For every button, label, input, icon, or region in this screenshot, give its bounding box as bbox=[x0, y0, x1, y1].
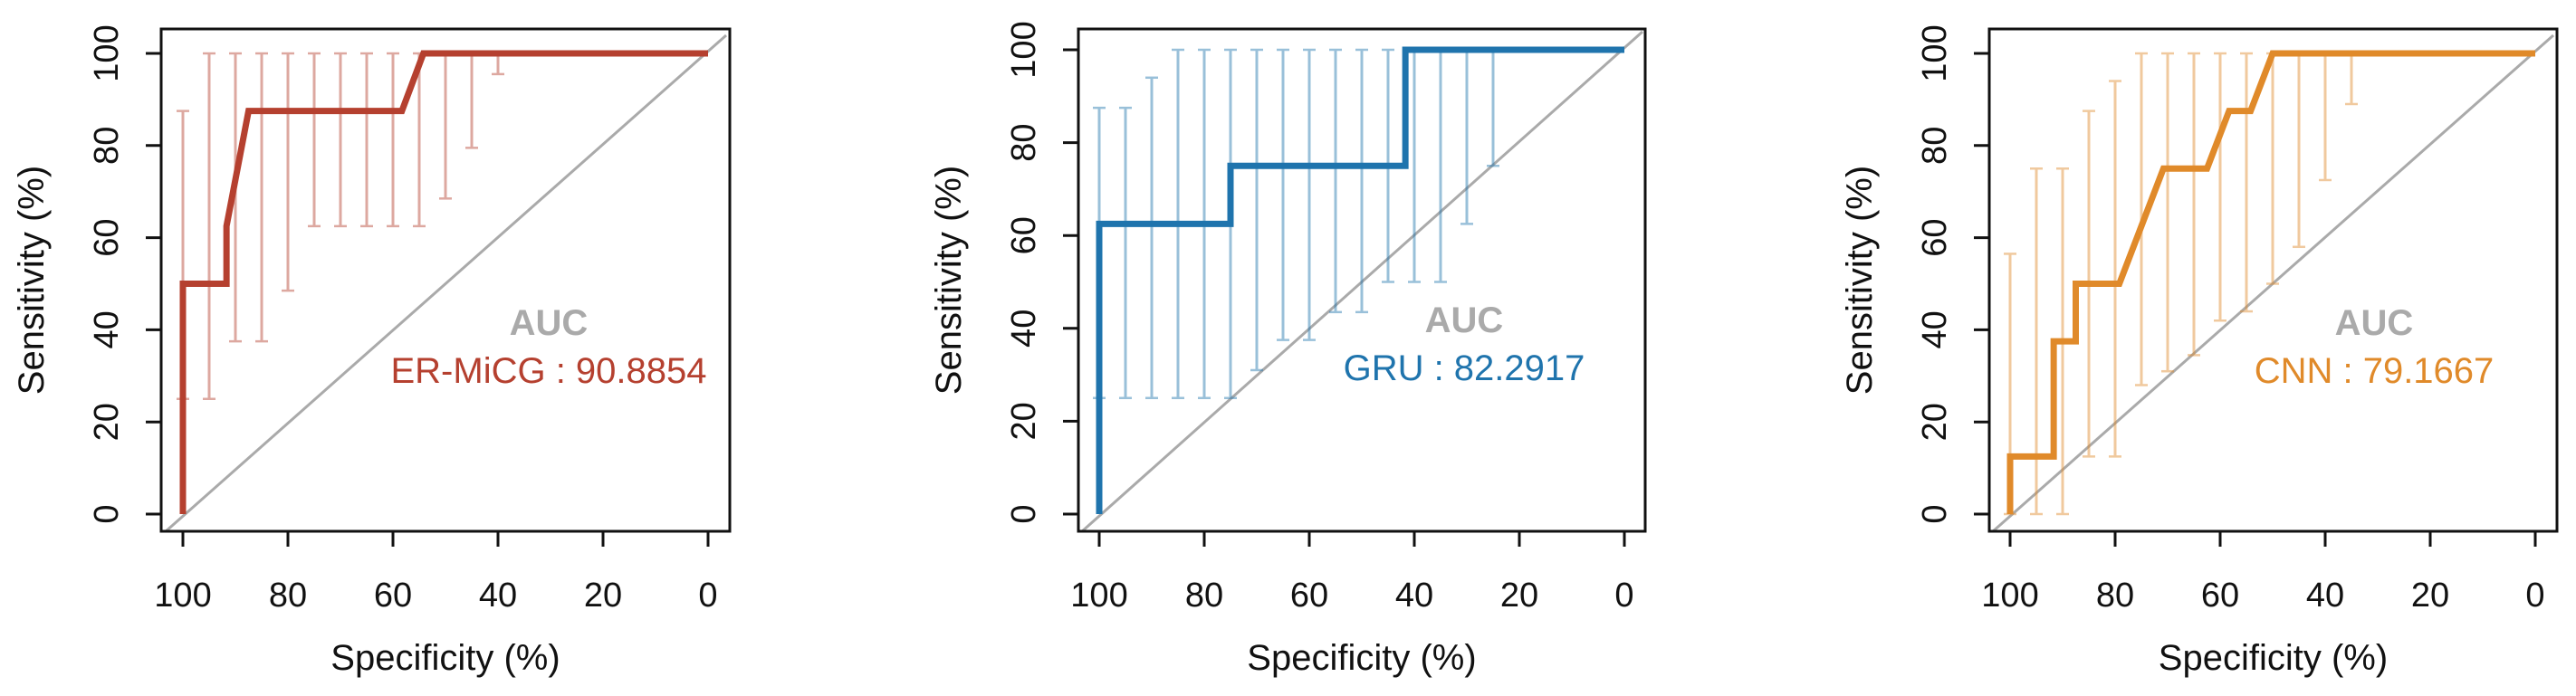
y-axis-title: Sensitivity (%) bbox=[929, 166, 969, 395]
plot-frame bbox=[1077, 27, 1647, 533]
x-tick-label-80: 80 bbox=[269, 577, 307, 615]
auc-heading: AUC bbox=[2335, 303, 2414, 343]
roc-panel-3: 100 80 60 40 20 0 0 20 40 60 80 100 Specificity (%) S… bbox=[1840, 24, 2559, 678]
y-tick-label-40: 40 bbox=[88, 310, 126, 348]
ci-bars bbox=[177, 52, 504, 400]
x-axis-title: Specificity (%) bbox=[2159, 638, 2388, 678]
y-tick-label-100: 100 bbox=[88, 24, 126, 81]
roc-curve-line bbox=[2006, 50, 2535, 514]
x-tick-label-0: 0 bbox=[2525, 577, 2544, 615]
auc-value-label: ER-MiCG : 90.8854 bbox=[390, 351, 706, 391]
y-tick-label-20: 20 bbox=[1005, 402, 1043, 440]
auc-heading: AUC bbox=[1425, 300, 1504, 340]
x-tick-label-20: 20 bbox=[584, 577, 622, 615]
y-tick-label-40: 40 bbox=[1916, 310, 1954, 348]
x-axis-title: Specificity (%) bbox=[1247, 638, 1476, 678]
y-tick-label-100: 100 bbox=[1916, 24, 1954, 81]
x-tick-label-60: 60 bbox=[1290, 577, 1328, 615]
y-axis-title: Sensitivity (%) bbox=[12, 166, 52, 395]
auc-value-label: CNN : 79.1667 bbox=[2255, 351, 2495, 391]
x-tick-label-20: 20 bbox=[1500, 577, 1538, 615]
ci-bars bbox=[2004, 52, 2358, 516]
x-tick-label-60: 60 bbox=[374, 577, 412, 615]
x-tick-label-40: 40 bbox=[1395, 577, 1433, 615]
y-tick-label-60: 60 bbox=[1005, 216, 1043, 254]
x-tick-label-0: 0 bbox=[1614, 577, 1633, 615]
roc-panel-1: 100 80 60 40 20 0 0 20 40 60 80 100 Specificity (%) S… bbox=[12, 24, 732, 678]
y-tick-label-60: 60 bbox=[88, 218, 126, 256]
y-tick-label-0: 0 bbox=[88, 504, 126, 523]
y-tick-label-20: 20 bbox=[88, 403, 126, 441]
x-tick-label-100: 100 bbox=[1070, 577, 1127, 615]
chance-diagonal-line bbox=[1080, 30, 1643, 531]
x-axis-title: Specificity (%) bbox=[330, 638, 560, 678]
y-tick-label-100: 100 bbox=[1005, 21, 1043, 78]
y-tick-label-80: 80 bbox=[1916, 127, 1954, 165]
x-tick-label-100: 100 bbox=[1981, 577, 2038, 615]
roc-curve-line bbox=[179, 50, 708, 514]
x-tick-label-80: 80 bbox=[2096, 577, 2134, 615]
y-axis-title: Sensitivity (%) bbox=[1840, 166, 1880, 395]
x-tick-label-40: 40 bbox=[479, 577, 517, 615]
x-tick-label-20: 20 bbox=[2411, 577, 2449, 615]
x-tick-label-60: 60 bbox=[2201, 577, 2239, 615]
y-tick-label-80: 80 bbox=[88, 127, 126, 165]
x-tick-label-40: 40 bbox=[2306, 577, 2344, 615]
roc-curve-line bbox=[1096, 46, 1624, 514]
y-tick-label-80: 80 bbox=[1005, 123, 1043, 161]
y-tick-label-0: 0 bbox=[1005, 504, 1043, 523]
plot-frame bbox=[1987, 27, 2559, 533]
x-tick-label-100: 100 bbox=[154, 577, 211, 615]
y-tick-label-20: 20 bbox=[1916, 403, 1954, 441]
y-tick-label-60: 60 bbox=[1916, 218, 1954, 256]
auc-heading: AUC bbox=[510, 303, 589, 343]
chance-diagonal-line bbox=[1991, 33, 2554, 531]
y-tick-label-0: 0 bbox=[1916, 504, 1954, 523]
y-tick-label-40: 40 bbox=[1005, 310, 1043, 348]
x-tick-label-80: 80 bbox=[1185, 577, 1223, 615]
x-tick-label-0: 0 bbox=[698, 577, 717, 615]
roc-panel-2: 100 80 60 40 20 0 0 20 40 60 80 100 Specificity (%) S… bbox=[929, 21, 1647, 678]
chance-diagonal-line bbox=[164, 33, 727, 531]
auc-value-label: GRU : 82.2917 bbox=[1344, 348, 1585, 388]
plot-frame bbox=[159, 27, 732, 533]
